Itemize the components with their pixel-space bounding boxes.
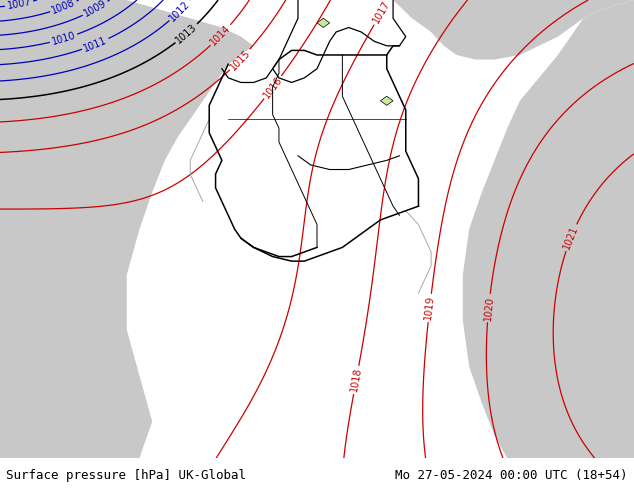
Polygon shape bbox=[0, 0, 254, 458]
Text: 1011: 1011 bbox=[82, 35, 108, 53]
Text: 1017: 1017 bbox=[371, 0, 392, 25]
Text: 1021: 1021 bbox=[562, 224, 580, 251]
Text: 1013: 1013 bbox=[174, 22, 199, 46]
Text: 1010: 1010 bbox=[51, 30, 77, 47]
Polygon shape bbox=[463, 0, 634, 458]
Text: 1015: 1015 bbox=[228, 48, 252, 72]
Text: 1008: 1008 bbox=[50, 0, 77, 16]
Polygon shape bbox=[393, 0, 634, 60]
Text: 1019: 1019 bbox=[424, 295, 436, 321]
Text: Mo 27-05-2024 00:00 UTC (18+54): Mo 27-05-2024 00:00 UTC (18+54) bbox=[395, 469, 628, 482]
Text: 1012: 1012 bbox=[167, 0, 192, 23]
Text: 1020: 1020 bbox=[482, 295, 495, 321]
Text: 1014: 1014 bbox=[209, 23, 233, 48]
Polygon shape bbox=[380, 96, 393, 105]
Text: 1018: 1018 bbox=[349, 367, 363, 393]
Text: Surface pressure [hPa] UK-Global: Surface pressure [hPa] UK-Global bbox=[6, 469, 247, 482]
Text: 1007: 1007 bbox=[6, 0, 32, 11]
Polygon shape bbox=[317, 18, 330, 27]
Text: 1009: 1009 bbox=[82, 0, 108, 19]
Text: 1016: 1016 bbox=[261, 74, 284, 100]
